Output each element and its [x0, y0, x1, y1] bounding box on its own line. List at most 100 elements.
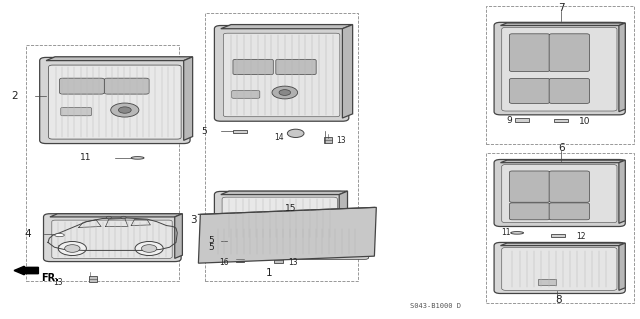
FancyBboxPatch shape: [509, 34, 550, 71]
Text: 2: 2: [12, 91, 18, 101]
Bar: [58, 245, 65, 250]
Text: 14: 14: [275, 133, 284, 142]
Circle shape: [111, 103, 139, 117]
FancyBboxPatch shape: [502, 248, 617, 290]
Text: 6: 6: [558, 143, 564, 153]
Bar: [554, 119, 568, 122]
Ellipse shape: [55, 234, 64, 237]
FancyBboxPatch shape: [549, 171, 589, 202]
FancyBboxPatch shape: [509, 171, 550, 202]
Bar: [551, 234, 565, 237]
Text: 5: 5: [209, 236, 214, 245]
Circle shape: [141, 245, 157, 252]
Bar: [324, 137, 332, 143]
Polygon shape: [198, 207, 376, 263]
FancyBboxPatch shape: [40, 57, 190, 144]
Circle shape: [135, 241, 163, 256]
Circle shape: [58, 241, 86, 256]
Bar: [237, 229, 255, 234]
Text: 5: 5: [201, 127, 207, 136]
FancyBboxPatch shape: [549, 78, 589, 103]
FancyArrow shape: [14, 266, 38, 275]
FancyBboxPatch shape: [204, 224, 369, 259]
FancyBboxPatch shape: [494, 160, 625, 226]
FancyBboxPatch shape: [276, 59, 316, 75]
Text: S043-B1000 D: S043-B1000 D: [410, 303, 461, 309]
Polygon shape: [619, 160, 625, 223]
Polygon shape: [50, 214, 182, 217]
Bar: [26, 45, 179, 281]
Bar: [515, 118, 529, 122]
FancyBboxPatch shape: [104, 78, 149, 94]
Polygon shape: [619, 23, 625, 112]
Circle shape: [287, 129, 304, 137]
FancyBboxPatch shape: [494, 22, 625, 115]
FancyBboxPatch shape: [502, 165, 617, 223]
FancyBboxPatch shape: [52, 220, 172, 258]
Text: 1: 1: [266, 268, 273, 278]
Text: 13: 13: [288, 258, 298, 267]
Text: 11: 11: [80, 153, 92, 162]
FancyBboxPatch shape: [509, 203, 550, 220]
Text: 12: 12: [576, 232, 586, 241]
Bar: [227, 239, 241, 242]
Text: 13: 13: [53, 278, 63, 287]
Bar: [259, 246, 273, 249]
Bar: [88, 276, 97, 282]
Circle shape: [106, 216, 111, 219]
FancyBboxPatch shape: [549, 34, 589, 71]
Polygon shape: [221, 25, 353, 29]
FancyBboxPatch shape: [223, 33, 340, 117]
Text: 15: 15: [285, 204, 297, 213]
Polygon shape: [342, 25, 353, 118]
FancyBboxPatch shape: [49, 65, 181, 139]
Bar: [538, 279, 556, 285]
FancyBboxPatch shape: [549, 203, 589, 220]
Text: 16: 16: [220, 258, 229, 267]
Circle shape: [272, 86, 298, 99]
FancyBboxPatch shape: [61, 108, 92, 116]
Polygon shape: [500, 243, 625, 246]
Text: 11: 11: [501, 228, 511, 237]
Polygon shape: [221, 191, 348, 195]
FancyBboxPatch shape: [214, 191, 346, 242]
FancyBboxPatch shape: [502, 27, 617, 111]
Polygon shape: [500, 160, 625, 163]
Circle shape: [121, 216, 126, 219]
Text: FR.: FR.: [42, 273, 60, 283]
Text: 10: 10: [579, 117, 590, 126]
FancyBboxPatch shape: [214, 26, 349, 121]
FancyBboxPatch shape: [233, 59, 273, 75]
FancyBboxPatch shape: [494, 242, 625, 293]
Polygon shape: [500, 23, 625, 26]
FancyBboxPatch shape: [44, 214, 181, 262]
Text: 9: 9: [506, 116, 512, 125]
Polygon shape: [339, 191, 348, 239]
Circle shape: [65, 245, 80, 252]
Bar: [233, 130, 247, 133]
Bar: [486, 153, 634, 303]
Bar: [236, 256, 244, 262]
FancyBboxPatch shape: [232, 91, 260, 98]
Text: 4: 4: [24, 229, 31, 240]
Text: 13: 13: [336, 137, 346, 145]
Circle shape: [118, 107, 131, 113]
Ellipse shape: [511, 232, 524, 234]
Ellipse shape: [131, 157, 144, 159]
Text: 3: 3: [191, 215, 197, 225]
Bar: [275, 257, 283, 263]
Bar: [154, 245, 161, 250]
Circle shape: [279, 90, 291, 95]
Polygon shape: [184, 57, 193, 140]
Bar: [205, 13, 358, 281]
FancyBboxPatch shape: [60, 78, 104, 94]
Polygon shape: [175, 214, 182, 258]
Polygon shape: [46, 57, 193, 61]
Text: 8: 8: [555, 295, 561, 305]
FancyBboxPatch shape: [222, 197, 337, 239]
Bar: [486, 6, 634, 144]
Polygon shape: [619, 243, 625, 290]
Text: 7: 7: [558, 3, 564, 13]
Text: 5: 5: [209, 243, 214, 252]
FancyBboxPatch shape: [509, 78, 550, 103]
